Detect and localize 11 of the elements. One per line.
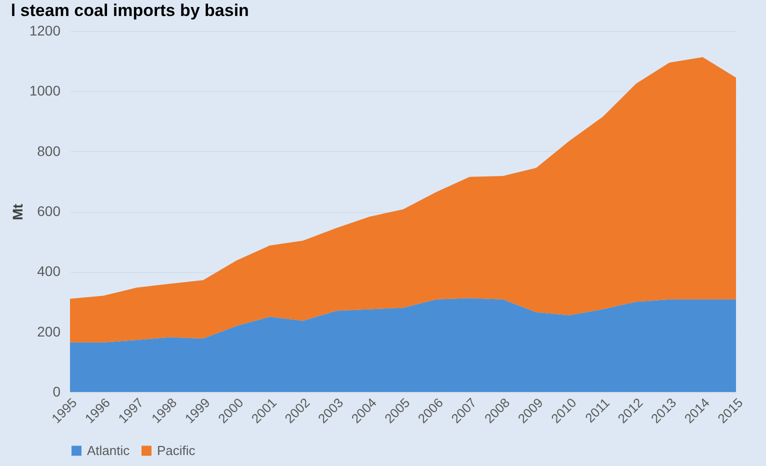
chart-title: l steam coal imports by basin bbox=[10, 1, 249, 20]
y-tick-label: 200 bbox=[37, 323, 61, 340]
y-tick-label: 600 bbox=[37, 203, 61, 219]
y-tick-label: 1200 bbox=[29, 22, 61, 38]
y-tick-label: 1000 bbox=[29, 82, 61, 99]
y-tick-label: 0 bbox=[52, 384, 61, 400]
legend-label: Pacific bbox=[157, 442, 196, 458]
legend-label: Atlantic bbox=[87, 442, 130, 458]
y-axis-title: Mt bbox=[9, 204, 26, 220]
y-tick-label: 400 bbox=[37, 263, 61, 280]
y-tick-label: 800 bbox=[37, 142, 61, 159]
